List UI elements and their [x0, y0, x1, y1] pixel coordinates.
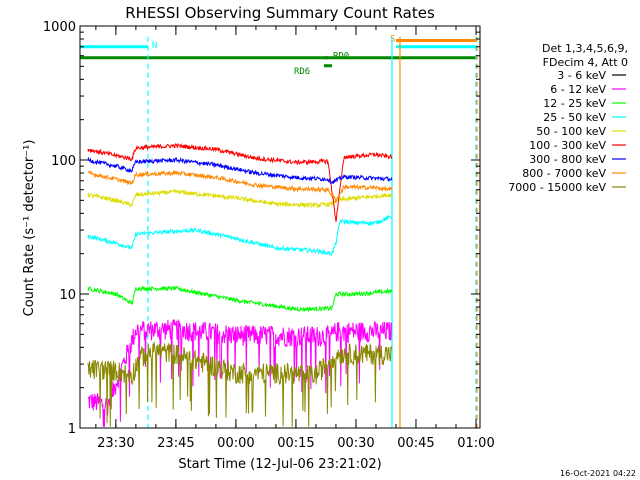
axes-layer: 1 10 100 1000 23:30 23:45 00:00 00:15 00:30 00:45…: [43, 20, 495, 451]
x-tick-label-2: 00:00: [217, 436, 254, 451]
x-tick-label-4: 00:30: [337, 436, 374, 451]
legend-entry-6: 300 - 800 keV: [529, 153, 606, 166]
y-axis-label: Count Rate (s⁻¹ detector⁻¹): [22, 140, 37, 317]
plot-background: [80, 26, 480, 428]
y-tick-label-1: 10: [59, 288, 76, 303]
legend-header-0: Det 1,3,4,5,6,9,: [542, 42, 628, 55]
legend-entry-1: 6 - 12 keV: [550, 83, 606, 96]
legend-entry-8: 7000 - 15000 keV: [508, 181, 606, 194]
series-layer: [87, 143, 393, 427]
flag-label-5: RD0: [333, 52, 349, 62]
series-line-4: [87, 143, 393, 222]
x-tick-label-5: 00:45: [397, 436, 434, 451]
plot-area: [80, 26, 480, 428]
legend-entry-3: 25 - 50 keV: [543, 111, 606, 124]
series-line-2: [87, 214, 393, 257]
legend-entry-0: 3 - 6 keV: [557, 69, 606, 82]
series-line-1: [87, 285, 393, 313]
x-tick-label-3: 00:15: [277, 436, 314, 451]
legend: Det 1,3,4,5,6,9,FDecim 4, Att 03 - 6 keV…: [508, 42, 628, 194]
flag-label-0: N: [152, 41, 157, 51]
y-tick-label-0: 1: [68, 422, 76, 437]
x-tick-label-0: 23:30: [97, 436, 134, 451]
series-line-5: [87, 156, 393, 185]
legend-entry-7: 800 - 7000 keV: [522, 167, 606, 180]
legend-entry-5: 100 - 300 keV: [529, 139, 606, 152]
y-tick-label-3: 1000: [43, 20, 76, 35]
legend-entry-4: 50 - 100 keV: [536, 125, 606, 138]
x-axis-label: Start Time (12-Jul-06 23:21:02): [178, 457, 381, 472]
series-line-3: [87, 188, 393, 209]
timestamp-footer: 16-Oct-2021 04:22: [560, 469, 636, 478]
flag-label-1: S: [390, 34, 395, 44]
flag-layer: N S RD6 RD0: [80, 34, 476, 77]
legend-header-1: FDecim 4, Att 0: [543, 56, 628, 69]
x-tick-label-1: 23:45: [157, 436, 194, 451]
legend-entry-2: 12 - 25 keV: [543, 97, 606, 110]
chart-title: RHESSI Observing Summary Count Rates: [125, 4, 435, 22]
x-tick-label-6: 01:00: [457, 436, 494, 451]
series-line-7: [87, 341, 393, 427]
axes-frame: [79, 25, 481, 429]
series-line-0: [87, 319, 393, 427]
flag-label-4: RD6: [294, 67, 310, 77]
y-tick-label-2: 100: [51, 154, 76, 169]
series-line-6: [87, 169, 393, 204]
